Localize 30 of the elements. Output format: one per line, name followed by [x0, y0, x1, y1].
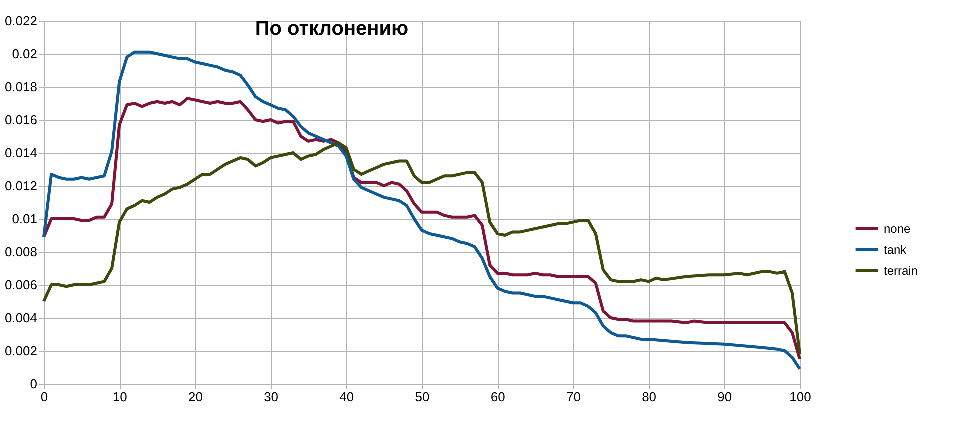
x-tick-label: 60 — [490, 390, 506, 404]
x-tick-label: 50 — [415, 390, 430, 404]
legend-label: tank — [884, 243, 908, 257]
y-tick-label: 0.012 — [4, 178, 38, 194]
line-series — [42, 142, 802, 356]
chart-title: По отклонению — [255, 18, 409, 40]
x-tick-label: 20 — [188, 390, 203, 404]
x-tick-label: 10 — [112, 390, 128, 404]
legend-label: terrain — [884, 264, 918, 278]
y-tick-label: 0.016 — [4, 112, 38, 128]
y-tick-label: 0.002 — [4, 344, 38, 358]
y-tick-label: 0.014 — [4, 146, 38, 160]
y-tick-label: 0.01 — [12, 212, 38, 226]
y-tick-label: 0.018 — [4, 80, 38, 94]
y-tick-label: 0 — [30, 376, 38, 392]
x-tick-label: 80 — [642, 390, 657, 404]
x-tick-label: 90 — [718, 390, 732, 404]
x-tick-label: 0 — [40, 390, 48, 404]
line-series — [42, 50, 802, 371]
x-tick-label: 30 — [264, 390, 279, 404]
x-tick-label: 100 — [790, 390, 812, 404]
y-tick-label: 0.008 — [4, 244, 38, 260]
y-tick-label: 0.004 — [4, 310, 38, 326]
y-tick-label: 0.02 — [12, 46, 38, 62]
legend-label: none — [884, 222, 912, 236]
x-tick-label: 40 — [340, 390, 354, 404]
y-tick-label: 0.006 — [4, 278, 38, 292]
x-tick-label: 70 — [566, 390, 581, 404]
y-tick-label: 0.022 — [4, 14, 38, 28]
line-series — [42, 97, 802, 361]
